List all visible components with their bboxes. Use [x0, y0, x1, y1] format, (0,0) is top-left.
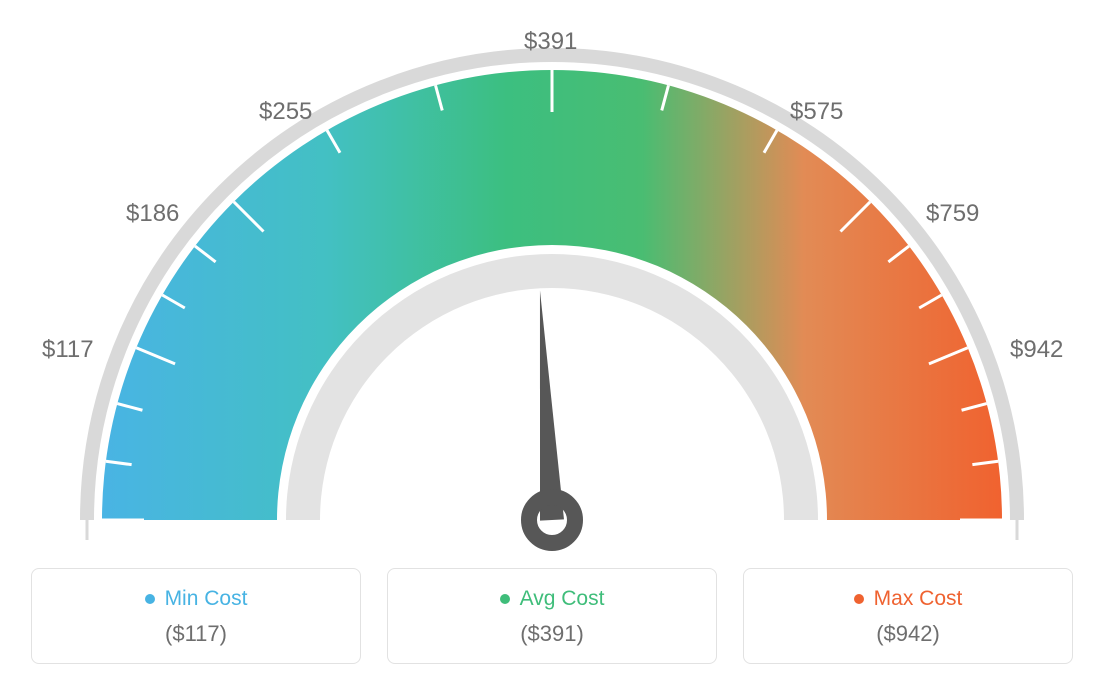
legend-title-min: Min Cost	[145, 587, 248, 611]
legend-value: ($942)	[754, 621, 1062, 647]
gauge-tick-label: $255	[259, 98, 312, 126]
gauge-tick-label: $186	[126, 200, 179, 228]
dot-icon	[145, 594, 155, 604]
legend-card-min: Min Cost ($117)	[31, 568, 361, 664]
legend-value: ($391)	[398, 621, 706, 647]
legend-value: ($117)	[42, 621, 350, 647]
gauge-tick-label: $942	[1010, 336, 1063, 364]
gauge-tick-label: $391	[524, 28, 577, 56]
legend-label: Min Cost	[165, 587, 248, 611]
legend-card-avg: Avg Cost ($391)	[387, 568, 717, 664]
gauge-tick-label: $117	[42, 336, 94, 364]
dot-icon	[854, 594, 864, 604]
legend-title-max: Max Cost	[854, 587, 963, 611]
dot-icon	[500, 594, 510, 604]
legend-label: Avg Cost	[520, 587, 605, 611]
gauge-tick-label: $759	[926, 200, 979, 228]
legend-row: Min Cost ($117) Avg Cost ($391) Max Cost…	[0, 568, 1104, 664]
gauge-svg	[0, 0, 1104, 560]
gauge-tick-label: $575	[790, 98, 843, 126]
gauge-chart: $117 $186 $255 $391 $575 $759 $942	[0, 0, 1104, 560]
legend-card-max: Max Cost ($942)	[743, 568, 1073, 664]
legend-title-avg: Avg Cost	[500, 587, 605, 611]
legend-label: Max Cost	[874, 587, 963, 611]
